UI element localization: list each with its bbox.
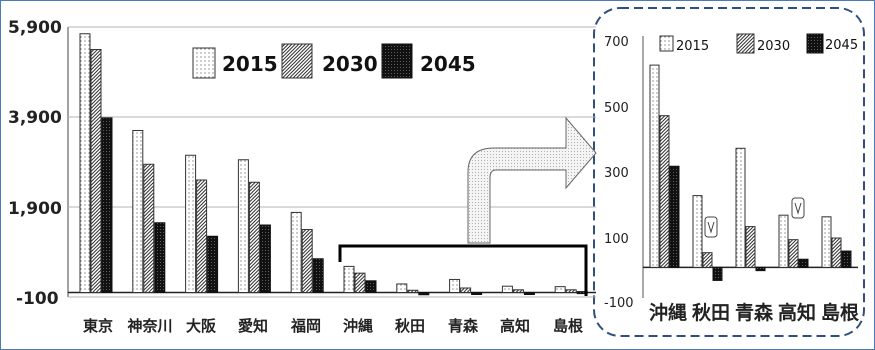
bar-2030 bbox=[702, 252, 713, 268]
main-ytick-label: 5,900 bbox=[8, 18, 62, 38]
inset-legend-swatch-2015 bbox=[659, 35, 674, 52]
main-category-label: 愛知 bbox=[238, 317, 268, 335]
hand-pointer-icon bbox=[704, 216, 718, 238]
main-category-label: 沖縄 bbox=[343, 317, 373, 335]
legend-label-2015: 2015 bbox=[222, 52, 278, 76]
inset-bars bbox=[643, 64, 858, 281]
bar-2045 bbox=[154, 222, 166, 293]
bar-2045 bbox=[523, 292, 535, 295]
bar-2015 bbox=[343, 265, 355, 293]
legend-swatch-2015 bbox=[192, 47, 216, 79]
bar-2045 bbox=[207, 235, 219, 293]
bar-2015 bbox=[449, 278, 461, 294]
main-category-label: 秋田 bbox=[395, 317, 425, 335]
legend-label-2030: 2030 bbox=[322, 52, 378, 76]
bar-2030 bbox=[512, 289, 524, 293]
inset-category-label: 秋田 bbox=[692, 301, 730, 324]
bar-2030 bbox=[407, 289, 419, 293]
main-category-label: 高知 bbox=[500, 317, 530, 335]
inset-category-label: 青森 bbox=[735, 301, 774, 324]
bar-2045 bbox=[669, 165, 680, 268]
inset-legend-swatch-2030 bbox=[736, 33, 755, 54]
bar-2045 bbox=[312, 258, 324, 293]
bar-2030 bbox=[143, 163, 155, 293]
bar-2015 bbox=[132, 130, 144, 293]
bar-2015 bbox=[821, 216, 832, 268]
main-category-label: 青森 bbox=[448, 317, 479, 335]
main-bars bbox=[68, 26, 596, 298]
legend-label-2045: 2045 bbox=[420, 52, 476, 76]
zoom-arrow-icon bbox=[467, 116, 597, 244]
bar-2030 bbox=[745, 226, 756, 268]
highlight-bracket bbox=[338, 244, 588, 296]
bar-2015 bbox=[778, 214, 789, 268]
bar-2045 bbox=[471, 292, 483, 295]
bar-2015 bbox=[501, 285, 513, 294]
bar-2015 bbox=[290, 211, 302, 293]
bar-2045 bbox=[798, 258, 809, 268]
bar-2030 bbox=[565, 289, 577, 293]
inset-ytick-label: 100 bbox=[604, 232, 629, 247]
inset-ytick-label: -100 bbox=[604, 296, 634, 311]
bar-2030 bbox=[460, 287, 472, 293]
inset-legend-label-2015: 2015 bbox=[676, 39, 709, 54]
inset-legend-label-2030: 2030 bbox=[757, 39, 790, 54]
bar-2030 bbox=[301, 229, 313, 293]
inset-category-label: 沖縄 bbox=[649, 301, 687, 324]
bar-2015 bbox=[649, 64, 660, 268]
inset-ytick-label: 700 bbox=[604, 35, 629, 50]
inset-legend-swatch-2045 bbox=[806, 33, 824, 54]
bar-2015 bbox=[735, 147, 746, 268]
bar-2030 bbox=[659, 115, 670, 268]
bar-2030 bbox=[196, 179, 208, 293]
bar-2030 bbox=[788, 239, 799, 268]
main-category-label: 東京 bbox=[83, 317, 113, 335]
main-ytick-label: 3,900 bbox=[8, 108, 62, 128]
bar-2045 bbox=[418, 292, 430, 296]
bar-2015 bbox=[554, 286, 566, 293]
inset-panel bbox=[593, 7, 865, 337]
inset-category-label: 高知 bbox=[778, 301, 816, 324]
bar-2045 bbox=[755, 266, 766, 272]
legend-swatch-2045 bbox=[381, 43, 413, 79]
bar-2045 bbox=[101, 117, 113, 294]
bar-2015 bbox=[396, 283, 408, 294]
inset-ytick-label: 500 bbox=[604, 101, 629, 116]
inset-category-label: 島根 bbox=[821, 301, 859, 324]
inset-legend-label-2045: 2045 bbox=[825, 38, 858, 53]
main-ytick-label: 1,900 bbox=[8, 199, 62, 219]
bar-2030 bbox=[248, 181, 260, 293]
bar-2030 bbox=[831, 237, 842, 268]
bar-2045 bbox=[365, 280, 377, 293]
bar-2045 bbox=[841, 250, 852, 268]
hand-pointer-icon bbox=[791, 197, 805, 219]
main-category-label: 福岡 bbox=[290, 317, 321, 335]
inset-ytick-label: 300 bbox=[604, 166, 629, 181]
bar-2045 bbox=[712, 266, 723, 281]
main-category-label: 島根 bbox=[553, 317, 583, 335]
legend-swatch-2030 bbox=[281, 43, 313, 79]
bar-2045 bbox=[259, 224, 271, 293]
main-category-label: 大阪 bbox=[186, 317, 217, 335]
bar-2015 bbox=[237, 159, 249, 293]
bar-2030 bbox=[354, 272, 366, 293]
main-ytick-label: -100 bbox=[16, 289, 59, 309]
bar-2015 bbox=[79, 33, 91, 293]
bar-2015 bbox=[692, 195, 703, 268]
bar-2015 bbox=[185, 154, 197, 293]
bar-2030 bbox=[90, 49, 102, 293]
main-category-label: 神奈川 bbox=[127, 317, 172, 335]
